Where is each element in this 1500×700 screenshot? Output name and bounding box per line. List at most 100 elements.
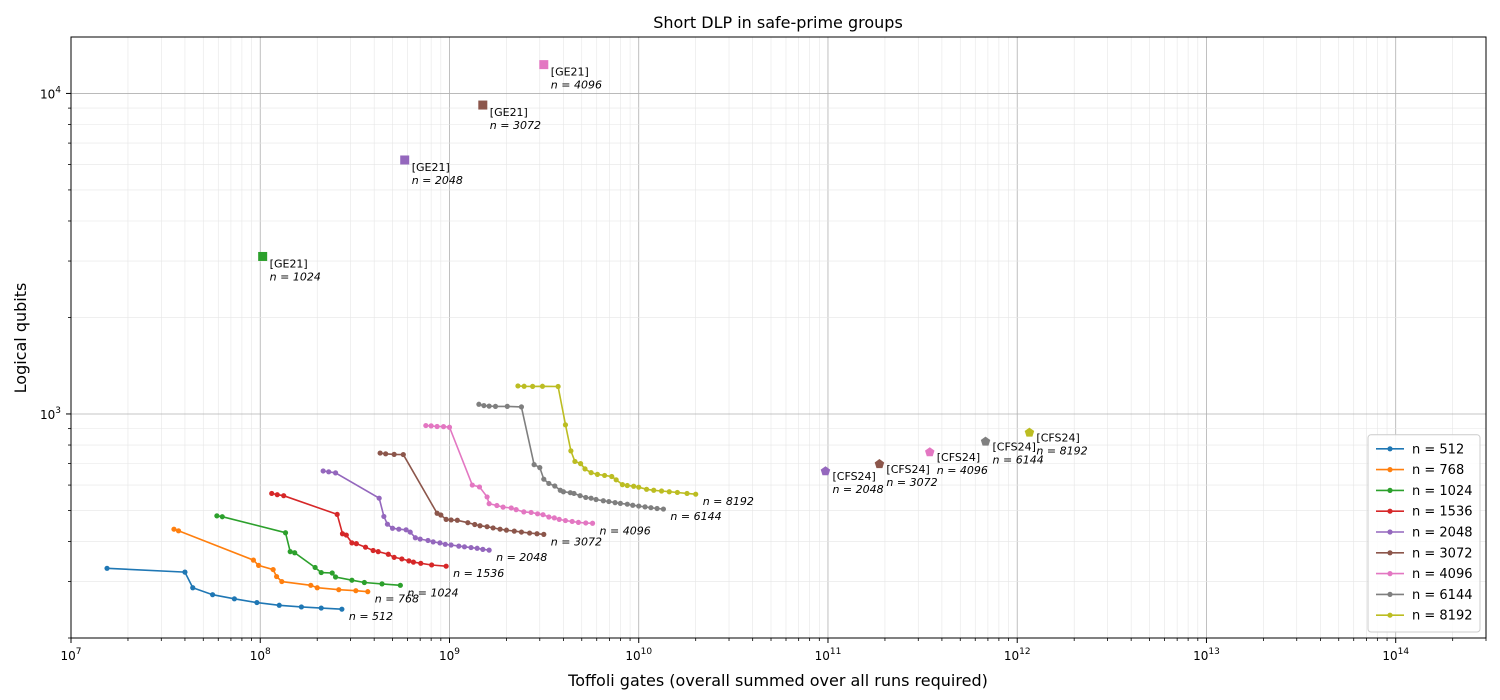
cfs24-n-label: n = 4096 <box>937 464 988 477</box>
x-tick-label: 109 <box>439 647 460 663</box>
ge21-n-label: n = 1024 <box>270 270 321 283</box>
legend-marker <box>1387 529 1393 535</box>
data-point <box>104 565 110 571</box>
data-point <box>219 514 225 520</box>
data-point <box>642 504 648 510</box>
series-line <box>173 528 368 593</box>
data-point <box>528 509 534 516</box>
data-point <box>594 471 601 477</box>
data-point <box>540 512 546 518</box>
cfs24-n-label: n = 2048 <box>832 483 883 496</box>
legend-marker <box>1387 612 1393 618</box>
data-point <box>446 424 453 430</box>
data-point <box>572 458 578 465</box>
data-point <box>666 489 672 495</box>
ge21-n-label: n = 3072 <box>490 119 541 132</box>
data-point <box>541 476 547 482</box>
data-point <box>588 495 594 501</box>
data-point <box>484 524 490 530</box>
data-point <box>486 403 492 409</box>
data-point <box>339 606 345 612</box>
data-point <box>353 588 359 594</box>
data-point <box>318 569 324 576</box>
data-point <box>609 473 615 480</box>
y-tick-label: 103 <box>40 406 61 422</box>
data-point <box>391 554 397 560</box>
legend-label: n = 512 <box>1412 442 1464 457</box>
cfs24-marker <box>980 436 991 446</box>
annotations: [GE21]n = 1024[GE21]n = 2048[GE21]n = 30… <box>258 60 1088 496</box>
ge21-marker <box>400 155 410 165</box>
data-point <box>468 544 474 551</box>
grid <box>70 37 1487 639</box>
data-point <box>312 564 318 571</box>
data-point <box>412 535 418 541</box>
y-axis-label: Logical qubits <box>11 283 30 394</box>
data-point <box>407 529 413 535</box>
data-point <box>560 489 567 495</box>
x-tick-label: 1012 <box>1004 647 1031 663</box>
data-point <box>660 506 666 512</box>
cfs24-n-label: n = 8192 <box>1036 445 1087 458</box>
series-end-label: n = 1536 <box>453 567 504 580</box>
data-point <box>175 528 182 534</box>
x-tick-label: 1010 <box>625 647 652 663</box>
series-end-label: n = 6144 <box>670 510 721 523</box>
y-tick-label: 104 <box>40 85 61 101</box>
ge21-label: [GE21] <box>270 257 308 270</box>
data-point <box>428 423 434 429</box>
legend-label: n = 3072 <box>1412 546 1472 561</box>
data-point <box>308 582 314 588</box>
legend-marker <box>1387 446 1393 452</box>
data-point <box>569 518 575 525</box>
ge21-n-label: n = 2048 <box>412 174 463 187</box>
data-point <box>606 498 612 505</box>
data-point <box>530 383 536 389</box>
ge21-marker <box>258 251 268 261</box>
data-point <box>588 470 594 476</box>
x-tick-label: 1011 <box>815 647 842 663</box>
data-point <box>571 490 577 497</box>
data-point <box>418 560 424 566</box>
data-point <box>440 424 447 430</box>
data-point <box>254 599 260 606</box>
data-point <box>417 536 423 542</box>
data-point <box>521 509 527 515</box>
legend-label: n = 6144 <box>1412 588 1472 603</box>
cfs24-label: [CFS24] <box>937 451 980 464</box>
series-end-label: n = 3072 <box>551 535 602 548</box>
series-line <box>106 567 342 610</box>
legend-marker <box>1387 571 1393 577</box>
data-point <box>425 537 431 544</box>
data-point <box>534 531 540 537</box>
data-point <box>481 402 487 409</box>
data-point <box>500 504 506 510</box>
data-point <box>476 401 482 407</box>
data-point <box>486 547 492 553</box>
legend-label: n = 1536 <box>1412 505 1472 520</box>
data-point <box>562 422 569 428</box>
data-point <box>508 505 514 511</box>
data-point <box>273 573 280 580</box>
data-point <box>693 491 699 497</box>
data-point <box>274 492 280 498</box>
legend-marker <box>1387 508 1393 514</box>
x-tick-label: 1014 <box>1382 647 1409 663</box>
cfs24-label: [CFS24] <box>832 470 875 483</box>
data-point <box>484 494 490 500</box>
data-point <box>515 383 521 389</box>
cfs24-label: [CFS24] <box>886 463 929 476</box>
data-point <box>276 602 282 608</box>
data-point <box>513 507 519 513</box>
data-point <box>269 490 275 497</box>
data-point <box>255 562 262 568</box>
data-point <box>654 505 660 512</box>
data-point <box>298 604 305 610</box>
axis-ticks: 107 108 109 1010 1011 1012 1013 1014 103 104 <box>40 85 1487 663</box>
ge21-n-label: n = 4096 <box>551 79 602 92</box>
ge21-marker <box>539 60 549 70</box>
data-point <box>365 589 371 595</box>
data-point <box>281 493 287 499</box>
data-point <box>472 521 478 528</box>
ge21-label: [GE21] <box>551 66 589 79</box>
